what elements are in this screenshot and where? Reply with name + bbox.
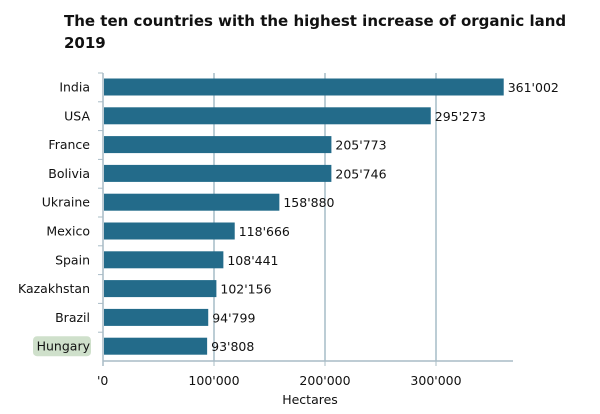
bar [104,164,332,182]
category-label: USA [64,108,90,123]
data-label: 118'666 [239,224,290,239]
category-label: Bolivia [48,166,90,181]
x-tick-label: 200'000 [299,373,350,388]
data-label: 93'808 [211,339,254,354]
chart-title: The ten countries with the highest incre… [64,10,594,54]
bar [104,107,431,125]
bar [104,136,332,154]
bar [104,280,217,298]
bar [104,193,280,211]
x-tick-label: '0 [97,373,108,388]
data-label: 108'441 [227,253,278,268]
x-tick-label: 100'000 [188,373,239,388]
bar [104,251,224,269]
data-label: 295'273 [435,109,486,124]
category-label: India [59,80,90,95]
highlight-background [33,336,91,357]
bar [104,222,235,240]
x-axis-title: Hectares [282,392,338,407]
data-label: 94'799 [212,310,255,325]
data-label: 361'002 [508,80,559,95]
category-label: Kazakhstan [18,281,90,296]
category-label: Spain [55,252,90,267]
data-label: 158'880 [283,195,334,210]
data-label: 102'156 [220,282,271,297]
bar [104,308,209,326]
bar [104,337,208,355]
data-label: 205'773 [335,138,386,153]
bar [104,78,504,96]
category-label: Mexico [46,224,90,239]
category-label: Brazil [55,310,90,325]
category-label: Ukraine [42,195,91,210]
x-tick-label: 300'000 [410,373,461,388]
category-label: Hungary [37,339,91,354]
title-text: The ten countries with the highest incre… [64,12,567,30]
category-label: France [48,137,90,152]
subtitle-text: 2019 [64,34,106,52]
data-label: 205'746 [335,166,386,181]
